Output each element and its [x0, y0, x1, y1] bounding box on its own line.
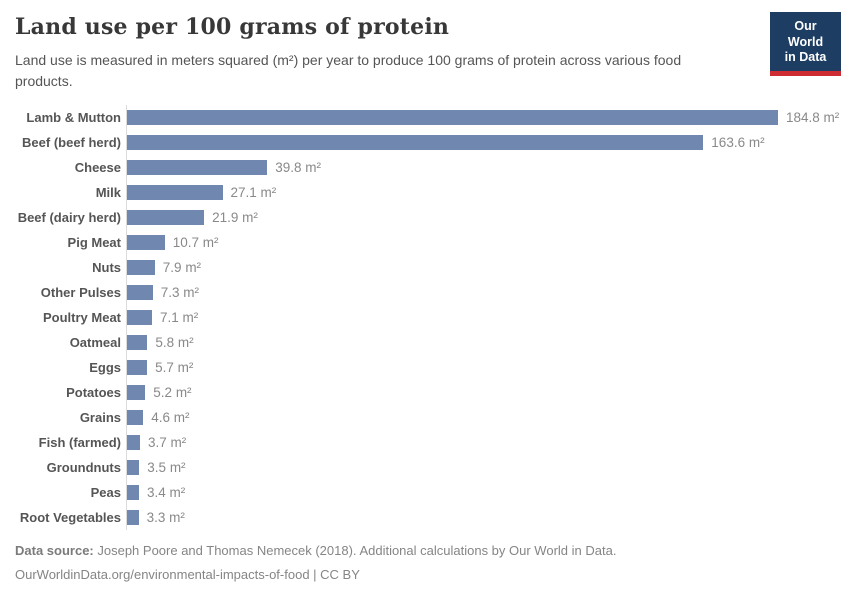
bar-row: Peas 3.4 m²	[15, 480, 835, 505]
bar[interactable]	[127, 110, 778, 125]
bar-track: 5.8 m²	[126, 330, 835, 355]
bar-track: 163.6 m²	[126, 130, 835, 155]
bar[interactable]	[127, 260, 155, 275]
bar[interactable]	[127, 360, 148, 375]
footer-source-line: Data source: Joseph Poore and Thomas Nem…	[15, 542, 835, 560]
owid-logo-line1: Our World	[787, 19, 824, 49]
bar-row: Beef (dairy herd) 21.9 m²	[15, 205, 835, 230]
bar-track: 3.5 m²	[126, 455, 835, 480]
bar-track: 10.7 m²	[126, 230, 835, 255]
category-label: Groundnuts	[46, 460, 121, 475]
value-label: 5.7 m²	[155, 360, 194, 375]
bar[interactable]	[127, 285, 153, 300]
bar[interactable]	[127, 335, 148, 350]
footer-url-line[interactable]: OurWorldinData.org/environmental-impacts…	[15, 566, 360, 582]
bar[interactable]	[127, 485, 139, 500]
bar[interactable]	[127, 410, 144, 425]
bar-track: 5.7 m²	[126, 355, 835, 380]
owid-logo-line2: in Data	[784, 50, 827, 65]
category-label: Beef (dairy herd)	[17, 210, 121, 225]
category-label: Lamb & Mutton	[26, 110, 121, 125]
category-label: Poultry Meat	[42, 310, 121, 325]
value-label: 163.6 m²	[711, 135, 765, 150]
bar-row: Eggs 5.7 m²	[15, 355, 835, 380]
bar[interactable]	[127, 510, 139, 525]
category-label: Other Pulses	[40, 285, 121, 300]
bar[interactable]	[127, 185, 223, 200]
category-label: Grains	[79, 410, 121, 425]
value-label: 184.8 m²	[786, 110, 840, 125]
bar-row: Grains 4.6 m²	[15, 405, 835, 430]
bar-track: 184.8 m²	[126, 105, 839, 130]
value-label: 5.2 m²	[153, 385, 192, 400]
value-label: 39.8 m²	[275, 160, 321, 175]
category-label: Pig Meat	[67, 235, 121, 250]
bar-track: 7.1 m²	[126, 305, 835, 330]
bar-chart: Lamb & Mutton 184.8 m² Beef (beef herd) 163…	[15, 105, 839, 530]
chart-header: Land use per 100 grams of protein Land u…	[15, 12, 841, 92]
value-label: 3.3 m²	[146, 510, 185, 525]
value-label: 4.6 m²	[151, 410, 190, 425]
bar-row: Other Pulses 7.3 m²	[15, 280, 835, 305]
owid-logo[interactable]: Our World in Data	[770, 12, 841, 76]
value-label: 5.8 m²	[155, 335, 194, 350]
bar-track: 3.3 m²	[126, 505, 835, 530]
bar-track: 5.2 m²	[126, 380, 835, 405]
bar-row: Cheese 39.8 m²	[15, 155, 835, 180]
chart-footer: Data source: Joseph Poore and Thomas Nem…	[15, 542, 835, 584]
bar-row: Lamb & Mutton 184.8 m²	[15, 105, 839, 130]
category-label: Oatmeal	[69, 335, 121, 350]
bar-track: 3.7 m²	[126, 430, 835, 455]
bar-track: 3.4 m²	[126, 480, 835, 505]
bar[interactable]	[127, 160, 268, 175]
category-label: Potatoes	[66, 385, 121, 400]
bar-row: Root Vegetables 3.3 m²	[15, 505, 835, 530]
bar-track: 7.9 m²	[126, 255, 835, 280]
category-label: Peas	[90, 485, 121, 500]
category-label: Nuts	[92, 260, 121, 275]
bar[interactable]	[127, 210, 205, 225]
bar-row: Groundnuts 3.5 m²	[15, 455, 835, 480]
footer-source-label: Data source:	[15, 542, 94, 558]
footer-source-text: Joseph Poore and Thomas Nemecek (2018). …	[93, 542, 617, 558]
bar[interactable]	[127, 435, 140, 450]
value-label: 3.7 m²	[148, 435, 187, 450]
category-label: Milk	[95, 185, 121, 200]
bar-track: 27.1 m²	[126, 180, 835, 205]
category-label: Eggs	[89, 360, 121, 375]
bar[interactable]	[127, 235, 165, 250]
value-label: 3.4 m²	[147, 485, 186, 500]
bar-row: Oatmeal 5.8 m²	[15, 330, 835, 355]
bar-row: Beef (beef herd) 163.6 m²	[15, 130, 835, 155]
value-label: 7.9 m²	[162, 260, 202, 275]
bar[interactable]	[127, 460, 140, 475]
bar-row: Pig Meat 10.7 m²	[15, 230, 835, 255]
bar[interactable]	[127, 135, 704, 150]
value-label: 10.7 m²	[172, 235, 219, 250]
category-label: Beef (beef herd)	[22, 135, 121, 150]
category-label: Fish (farmed)	[38, 435, 121, 450]
value-label: 27.1 m²	[230, 185, 277, 200]
bar-row: Nuts 7.9 m²	[15, 255, 835, 280]
page-title: Land use per 100 grams of protein	[15, 14, 450, 40]
bar-row: Poultry Meat 7.1 m²	[15, 305, 835, 330]
bar[interactable]	[127, 385, 146, 400]
value-label: 7.3 m²	[160, 285, 199, 300]
bar-row: Milk 27.1 m²	[15, 180, 835, 205]
bar-track: 7.3 m²	[126, 280, 835, 305]
bar-track: 4.6 m²	[126, 405, 835, 430]
bar-row: Fish (farmed) 3.7 m²	[15, 430, 835, 455]
value-label: 21.9 m²	[212, 210, 258, 225]
page-subtitle: Land use is measured in meters squared (…	[15, 52, 682, 89]
category-label: Cheese	[74, 160, 121, 175]
value-label: 7.1 m²	[160, 310, 199, 325]
value-label: 3.5 m²	[147, 460, 186, 475]
bar[interactable]	[127, 310, 152, 325]
bar-track: 39.8 m²	[126, 155, 835, 180]
bar-row: Potatoes 5.2 m²	[15, 380, 835, 405]
bar-track: 21.9 m²	[126, 205, 835, 230]
bar-rows: Lamb & Mutton 184.8 m² Beef (beef herd) 163…	[15, 105, 839, 530]
category-label: Root Vegetables	[19, 510, 121, 525]
